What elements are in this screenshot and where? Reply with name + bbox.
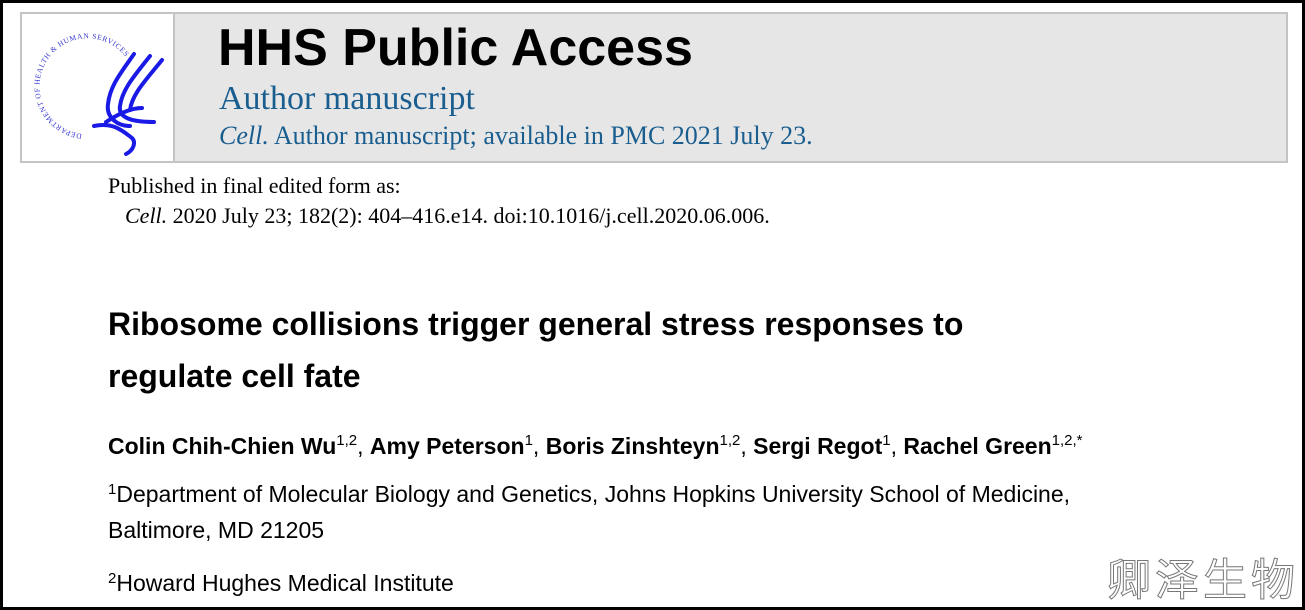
title-line: Ribosome collisions trigger general stre…	[108, 306, 964, 342]
author-affiliation: 1,2	[719, 432, 741, 449]
author-name: Sergi Regot	[753, 433, 883, 459]
affiliation-1: 1Department of Molecular Biology and Gen…	[108, 472, 1070, 548]
hhs-eagle-icon: DEPARTMENT OF HEALTH & HUMAN SERVICES · …	[19, 7, 164, 156]
watermark: 卿泽生物	[1107, 555, 1299, 607]
hhs-header: DEPARTMENT OF HEALTH & HUMAN SERVICES · …	[19, 7, 1288, 163]
author: Boris Zinshteyn1,2,	[545, 432, 754, 459]
affiliation-text: Howard Hughes Medical Institute	[116, 570, 454, 596]
article-title: Ribosome collisions trigger general stre…	[108, 298, 963, 402]
affiliation-2: 2Howard Hughes Medical Institute	[108, 561, 454, 601]
affiliation-number: 1	[108, 481, 117, 498]
citation: Cell. 2020 July 23; 182(2): 404–416.e14.…	[108, 201, 770, 231]
separator: ,	[890, 433, 904, 459]
availability-text: Author manuscript; available in PMC 2021…	[268, 121, 813, 150]
author: Sergi Regot1,	[753, 432, 904, 459]
affiliation-number: 2	[108, 570, 117, 587]
author-affiliation: 1,2,*	[1051, 432, 1083, 449]
author-name: Colin Chih-Chien Wu	[108, 433, 337, 459]
hhs-logo: DEPARTMENT OF HEALTH & HUMAN SERVICES · …	[19, 7, 175, 161]
affiliation-text: Baltimore, MD 21205	[108, 517, 325, 543]
separator: ,	[740, 433, 754, 459]
separator: ,	[357, 433, 370, 459]
author: Rachel Green1,2,*	[903, 432, 1083, 459]
journal-name: Cell.	[219, 121, 269, 150]
author-manuscript-label: Author manuscript	[219, 80, 475, 117]
citation-journal: Cell.	[125, 203, 168, 228]
published-label: Published in final edited form as:	[108, 173, 401, 198]
publication-info: Published in final edited form as: Cell.…	[108, 171, 770, 231]
title-line: regulate cell fate	[108, 358, 361, 394]
author-list: Colin Chih-Chien Wu1,2, Amy Peterson1, B…	[108, 432, 1083, 460]
author: Colin Chih-Chien Wu1,2,	[108, 432, 370, 459]
author-affiliation: 1,2	[336, 432, 358, 449]
author: Amy Peterson1,	[369, 432, 546, 459]
author-affiliation: 1	[882, 432, 891, 449]
author-affiliation: 1	[524, 432, 533, 449]
affiliation-text: Department of Molecular Biology and Gene…	[116, 481, 1071, 507]
author-name: Amy Peterson	[369, 433, 525, 459]
separator: ,	[532, 433, 546, 459]
availability-line: Cell. Author manuscript; available in PM…	[219, 121, 813, 151]
citation-text: 2020 July 23; 182(2): 404–416.e14. doi:1…	[167, 203, 770, 228]
author-name: Rachel Green	[903, 433, 1052, 459]
hhs-public-access-title: HHS Public Access	[218, 19, 693, 77]
author-name: Boris Zinshteyn	[545, 433, 720, 459]
